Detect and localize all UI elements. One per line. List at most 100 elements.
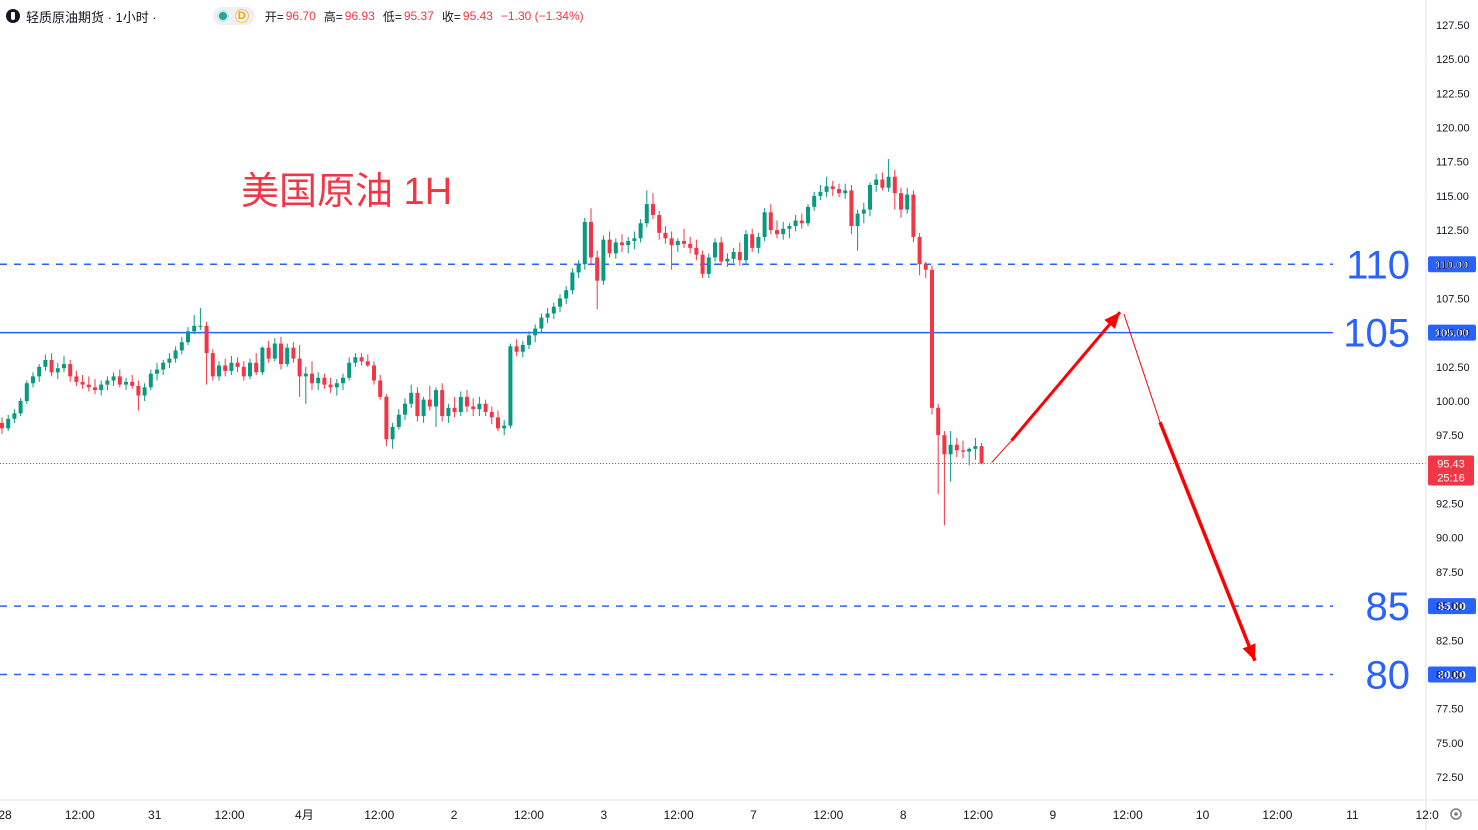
symbol-title[interactable]: 轻质原油期货 · 1小时 ·	[26, 9, 157, 25]
candle-body	[936, 407, 941, 436]
candle-body	[248, 362, 252, 377]
candle-body	[142, 387, 147, 396]
x-tick-label: 12:00	[963, 808, 993, 822]
candle	[713, 238, 717, 262]
candle	[551, 302, 556, 319]
y-tick-label: 120.00	[1436, 123, 1470, 135]
candle	[68, 359, 73, 382]
candle-body	[483, 403, 488, 412]
candle-body	[620, 242, 624, 246]
candle-body	[539, 317, 544, 329]
x-tick-label: 9	[1050, 808, 1057, 822]
candle	[105, 376, 110, 391]
candle-body	[49, 359, 54, 373]
candle	[967, 447, 972, 466]
x-tick-label: 2	[451, 808, 458, 822]
candle-body	[880, 179, 885, 188]
candle	[589, 208, 593, 266]
candle-body	[93, 387, 97, 391]
candle	[396, 409, 401, 430]
y-tick-label: 72.50	[1436, 772, 1464, 784]
candle-body	[601, 239, 606, 281]
candle	[341, 373, 345, 391]
candle-body	[954, 444, 959, 451]
candle	[99, 380, 104, 396]
candle	[750, 228, 755, 252]
candle-body	[31, 376, 35, 384]
price-axis[interactable]: 127.50 125.00 122.50 120.00 117.50 115.00 112.…	[1425, 0, 1474, 830]
candle	[316, 372, 321, 391]
candle-body	[223, 365, 228, 371]
candle	[130, 375, 135, 389]
candle	[843, 183, 848, 199]
candle-body	[787, 225, 792, 229]
candle-body	[514, 346, 519, 352]
candle	[868, 182, 872, 217]
y-tick-label: 77.50	[1436, 704, 1464, 716]
candle-body	[285, 347, 290, 365]
candle-body	[892, 176, 897, 194]
candle-body	[403, 403, 407, 415]
candle	[682, 228, 686, 248]
candle	[706, 253, 711, 278]
candle-body	[452, 407, 457, 412]
close-value: 95.43	[462, 9, 493, 23]
candle	[737, 242, 742, 266]
candle-body	[384, 396, 389, 440]
candle	[731, 247, 736, 263]
candle	[86, 376, 91, 392]
candle	[427, 385, 432, 411]
candle-body	[558, 298, 562, 307]
y-tick-label: 115.00	[1436, 191, 1469, 203]
candle-body	[874, 179, 879, 185]
level-price-tag	[1428, 666, 1476, 683]
candle-body	[310, 373, 314, 384]
candle-body	[347, 362, 352, 378]
y-tick-label: 82.50	[1436, 635, 1464, 647]
candle-body	[446, 407, 451, 417]
candle	[390, 422, 395, 449]
candle-body	[694, 247, 699, 255]
candle-body	[24, 383, 29, 401]
candle	[322, 373, 327, 389]
candle	[49, 353, 54, 377]
candle-body	[378, 380, 383, 397]
candle	[917, 232, 922, 276]
candle-body	[254, 362, 259, 373]
candle-body	[576, 264, 581, 273]
candle	[657, 210, 662, 240]
x-tick-label: 12:00	[1262, 808, 1292, 822]
candle	[111, 372, 116, 386]
candle	[533, 324, 538, 343]
candle	[520, 340, 525, 358]
y-tick-label: 90.00	[1436, 533, 1464, 545]
y-tick-label: 105.00	[1436, 328, 1470, 340]
candle	[353, 353, 358, 367]
candle	[830, 180, 835, 196]
level-label: 80	[1366, 653, 1411, 697]
candle-body	[372, 365, 376, 381]
candle	[372, 361, 376, 385]
candle-body	[179, 342, 184, 351]
candle	[632, 231, 637, 250]
candle-body	[793, 220, 798, 226]
candle-body	[657, 215, 662, 233]
candle	[700, 250, 705, 278]
y-tick-label: 102.50	[1436, 362, 1470, 374]
level-price-tag-text: 85.00	[1438, 601, 1466, 613]
candle	[24, 380, 29, 404]
market-status-pill[interactable]: D	[212, 7, 255, 25]
settings-icon[interactable]	[1450, 808, 1462, 820]
open-value: 96.70	[285, 9, 316, 23]
y-tick-label: 110.00	[1436, 259, 1469, 271]
candle	[334, 379, 339, 396]
candle-body	[781, 228, 786, 235]
candle-body	[421, 399, 426, 417]
candle	[508, 343, 513, 429]
candle-body	[775, 230, 779, 235]
candle-body	[148, 373, 153, 388]
time-axis[interactable]: 28 12:00 31 12:00 4月 12:00 2 12:00 3 12:00 7 12:00 8…	[0, 799, 1478, 822]
candle	[328, 377, 333, 393]
candle	[403, 398, 407, 421]
